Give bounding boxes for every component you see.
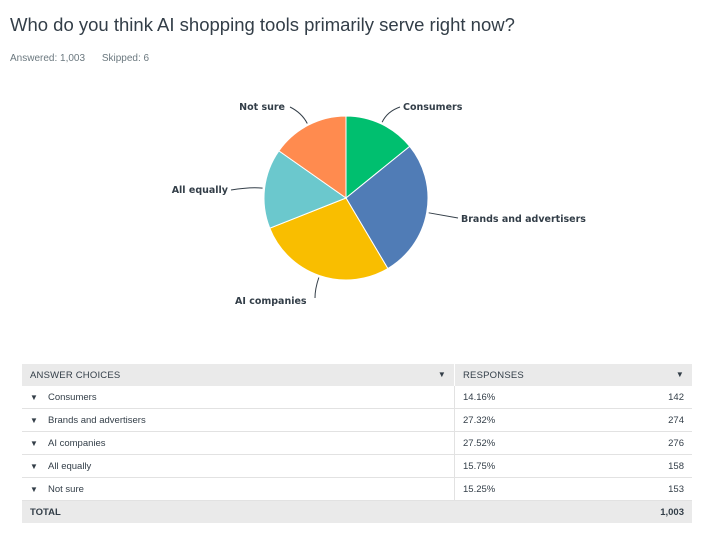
expand-caret-icon[interactable]: ▼ — [30, 461, 38, 471]
expand-caret-icon[interactable]: ▼ — [30, 392, 38, 402]
table-row: ▼ AI companies 27.52% 276 — [22, 431, 692, 455]
response-percent: 27.52% — [454, 431, 591, 455]
expand-caret-icon[interactable]: ▼ — [30, 438, 38, 448]
answer-choice: ▼ Consumers — [22, 386, 455, 409]
pie-leader-line — [381, 106, 401, 123]
answer-choice: ▼ AI companies — [22, 431, 455, 455]
total-row: TOTAL 1,003 — [22, 500, 692, 523]
pie-label: All equally — [172, 185, 229, 196]
pie-leader-line — [428, 212, 459, 219]
response-count: 274 — [591, 408, 692, 432]
table-row: ▼ Consumers 14.16% 142 — [22, 386, 692, 409]
answer-choice: ▼ Not sure — [22, 477, 455, 501]
pie-leader-line — [289, 106, 308, 124]
responses-header[interactable]: RESPONSES ▼ — [454, 364, 692, 386]
results-table: ANSWER CHOICES ▼ RESPONSES ▼ ▼ Consumers 1… — [22, 364, 692, 523]
sort-caret-icon[interactable]: ▼ — [437, 369, 446, 379]
pie-leader-line — [230, 187, 263, 191]
responses-header-label: RESPONSES — [463, 369, 524, 381]
table-row: ▼ Not sure 15.25% 153 — [22, 477, 692, 501]
pie-label: AI companies — [235, 296, 307, 307]
pie-label: Brands and advertisers — [461, 214, 586, 225]
answer-choice: ▼ Brands and advertisers — [22, 408, 455, 432]
pie-label: Not sure — [239, 102, 285, 113]
answered-count: Answered: 1,003 — [10, 53, 86, 64]
pie-slice-ai-companies[interactable] — [269, 197, 389, 281]
answer-choice-label: Consumers — [48, 391, 97, 403]
response-count: 158 — [591, 454, 692, 478]
table-header-row: ANSWER CHOICES ▼ RESPONSES ▼ — [22, 364, 692, 386]
response-percent: 27.32% — [454, 408, 591, 432]
response-count: 142 — [591, 386, 692, 409]
pie-leader-line — [314, 277, 320, 299]
total-spacer — [454, 500, 591, 523]
expand-caret-icon[interactable]: ▼ — [30, 484, 38, 494]
response-percent: 15.25% — [454, 477, 591, 501]
response-count: 153 — [591, 477, 692, 501]
response-stats: Answered: 1,003 Skipped: 6 — [10, 53, 149, 64]
answer-choices-header[interactable]: ANSWER CHOICES ▼ — [22, 364, 455, 386]
pie-slice-all-equally[interactable] — [263, 150, 348, 229]
total-value: 1,003 — [591, 500, 692, 523]
answer-choice-label: Not sure — [48, 483, 84, 495]
pie-label: Consumers — [403, 102, 463, 113]
pie-slice-brands-and-advertisers[interactable] — [345, 145, 429, 270]
sort-caret-icon[interactable]: ▼ — [675, 369, 684, 379]
total-label: TOTAL — [22, 500, 455, 523]
answer-choice-label: Brands and advertisers — [48, 414, 146, 426]
question-title: Who do you think AI shopping tools prima… — [10, 14, 515, 35]
response-percent: 15.75% — [454, 454, 591, 478]
skipped-count: Skipped: 6 — [101, 53, 150, 64]
answer-choice: ▼ All equally — [22, 454, 455, 478]
pie-chart: Consumers Brands and advertisers AI compan… — [172, 102, 587, 307]
pie-slice-consumers[interactable] — [345, 115, 411, 200]
pie-slice-not-sure[interactable] — [278, 115, 347, 199]
expand-caret-icon[interactable]: ▼ — [30, 415, 38, 425]
table-row: ▼ All equally 15.75% 158 — [22, 454, 692, 478]
answer-choices-header-label: ANSWER CHOICES — [30, 369, 121, 381]
response-count: 276 — [591, 431, 692, 455]
table-row: ▼ Brands and advertisers 27.32% 274 — [22, 408, 692, 432]
answer-choice-label: All equally — [48, 460, 92, 472]
response-percent: 14.16% — [454, 386, 591, 409]
answer-choice-label: AI companies — [48, 437, 106, 449]
